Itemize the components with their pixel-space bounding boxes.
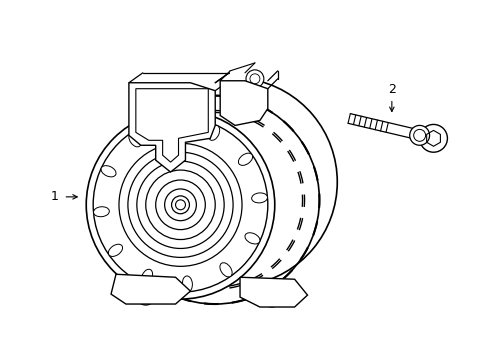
Circle shape xyxy=(137,161,224,248)
Ellipse shape xyxy=(168,118,178,134)
Ellipse shape xyxy=(220,263,232,277)
Circle shape xyxy=(262,287,281,307)
Circle shape xyxy=(409,125,428,145)
Ellipse shape xyxy=(182,276,192,292)
Circle shape xyxy=(128,152,233,257)
Ellipse shape xyxy=(93,207,109,217)
Circle shape xyxy=(245,70,264,88)
Circle shape xyxy=(93,117,267,292)
Circle shape xyxy=(136,285,155,305)
Text: 2: 2 xyxy=(387,83,395,96)
Ellipse shape xyxy=(238,153,252,165)
Circle shape xyxy=(171,196,189,214)
Circle shape xyxy=(235,93,254,113)
Polygon shape xyxy=(111,274,190,304)
Ellipse shape xyxy=(141,269,152,284)
Circle shape xyxy=(145,170,215,239)
Circle shape xyxy=(239,96,250,109)
Ellipse shape xyxy=(244,233,260,244)
Ellipse shape xyxy=(251,193,267,203)
Text: 1: 1 xyxy=(50,190,59,203)
Polygon shape xyxy=(129,83,215,172)
Polygon shape xyxy=(220,81,267,125)
Circle shape xyxy=(413,129,425,141)
Circle shape xyxy=(111,96,319,304)
Circle shape xyxy=(140,289,151,301)
Ellipse shape xyxy=(108,244,122,256)
Polygon shape xyxy=(240,277,307,307)
Circle shape xyxy=(175,200,185,210)
Circle shape xyxy=(249,74,259,84)
Circle shape xyxy=(119,143,242,266)
Circle shape xyxy=(265,291,277,303)
Circle shape xyxy=(164,189,196,221)
Circle shape xyxy=(155,180,205,230)
Circle shape xyxy=(86,111,274,299)
Ellipse shape xyxy=(129,133,141,147)
Ellipse shape xyxy=(208,125,219,140)
Ellipse shape xyxy=(101,166,116,177)
Circle shape xyxy=(419,125,447,152)
